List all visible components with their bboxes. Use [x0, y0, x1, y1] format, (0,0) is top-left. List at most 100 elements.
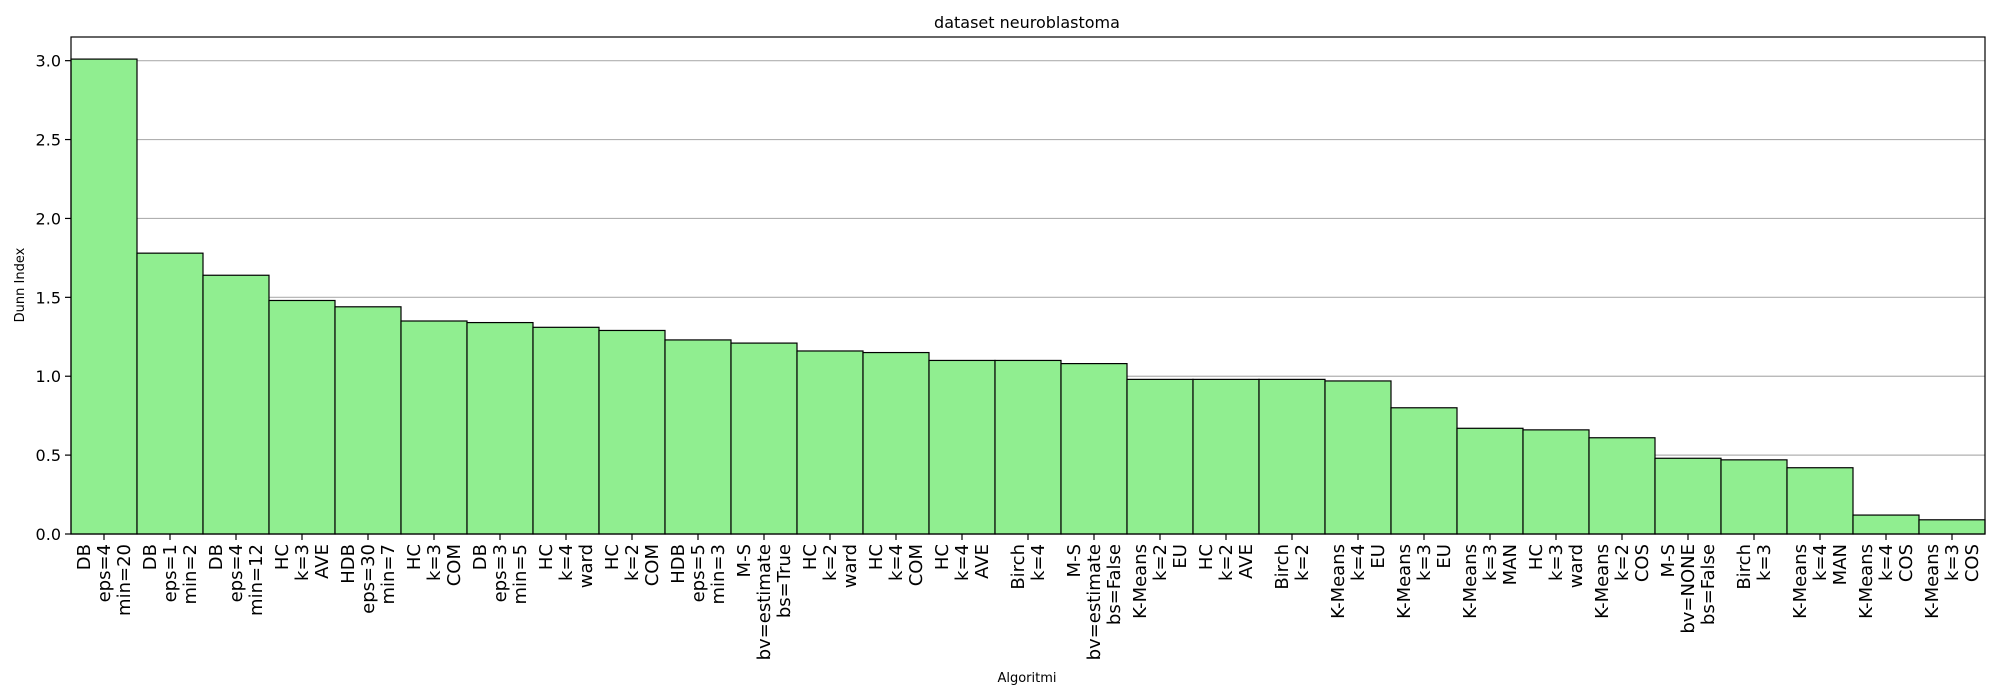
x-tick-label: COM — [906, 544, 927, 586]
bar — [1852, 514, 1920, 535]
bar — [202, 274, 270, 535]
y-tick-label: 0.0 — [36, 525, 61, 544]
x-tick-label: K-Means — [1592, 544, 1613, 619]
x-tick-label: K-Means — [1790, 544, 1811, 619]
bar — [1522, 429, 1590, 535]
y-tick-label: 2.0 — [36, 209, 61, 228]
x-tick-label: EU — [1434, 544, 1455, 569]
x-tick-label: k=3 — [1942, 544, 1963, 581]
x-tick-label: M-S — [1064, 544, 1085, 577]
x-tick-label: k=4 — [952, 544, 973, 581]
x-tick-label: M-S — [734, 544, 755, 577]
bar — [268, 299, 336, 535]
x-tick-label: k=4 — [1348, 544, 1369, 581]
bar — [136, 252, 204, 535]
x-tick-label: COS — [1962, 544, 1983, 582]
bar — [1324, 380, 1392, 535]
bar — [1060, 363, 1128, 535]
x-axis-label: Algoritmi — [997, 671, 1056, 686]
x-tick-label: bs=False — [1698, 544, 1719, 625]
x-tick-label: COS — [1632, 544, 1653, 582]
x-tick-label: k=3 — [1480, 544, 1501, 581]
bar — [334, 306, 402, 535]
x-tick-label: bv=estimate — [754, 544, 775, 660]
bar — [1456, 427, 1524, 535]
x-tick-label: k=2 — [622, 544, 643, 581]
x-tick-label: HC — [602, 544, 623, 570]
x-tick-label: AVE — [972, 544, 993, 579]
x-tick-label: M-S — [1658, 544, 1679, 577]
bar — [1126, 378, 1194, 535]
x-tick-label: eps=1 — [160, 544, 181, 602]
x-tick-label: k=3 — [1414, 544, 1435, 581]
x-tick-label: k=2 — [1612, 544, 1633, 581]
y-tick-label: 1.5 — [36, 288, 61, 307]
x-tick-label: k=2 — [820, 544, 841, 581]
bar — [664, 339, 732, 535]
bar — [466, 321, 534, 535]
bar — [862, 351, 930, 535]
x-tick-label: EU — [1368, 544, 1389, 569]
y-tick-label: 3.0 — [36, 52, 61, 71]
x-tick-label: EU — [1170, 544, 1191, 569]
x-tick-label: k=2 — [1292, 544, 1313, 581]
x-tick-label: MAN — [1500, 544, 1521, 585]
x-tick-label: COS — [1896, 544, 1917, 582]
x-tick-label: HDB — [338, 544, 359, 584]
bar — [70, 58, 138, 535]
x-tick-label: k=2 — [1150, 544, 1171, 581]
x-tick-label: k=4 — [1876, 544, 1897, 581]
x-tick-label: HC — [536, 544, 557, 570]
x-tick-label: bs=False — [1104, 544, 1125, 625]
x-tick-label: HC — [1196, 544, 1217, 570]
x-tick-label: k=4 — [1810, 544, 1831, 581]
y-tick-label: 2.5 — [36, 131, 61, 150]
x-tick-label: min=20 — [114, 544, 135, 616]
x-tick-label: K-Means — [1922, 544, 1943, 619]
x-tick-label: k=3 — [1754, 544, 1775, 581]
x-tick-label: min=12 — [246, 544, 267, 616]
x-tick-label: HC — [1526, 544, 1547, 570]
bar — [1654, 457, 1722, 535]
bar — [598, 329, 666, 535]
x-tick-label: Birch — [1272, 544, 1293, 590]
y-axis-label: Dunn Index — [13, 247, 28, 322]
x-tick-label: AVE — [1236, 544, 1257, 579]
y-tick-label: 1.0 — [36, 367, 61, 386]
x-tick-label: HC — [800, 544, 821, 570]
x-tick-label: k=3 — [1546, 544, 1567, 581]
x-tick-label: k=3 — [292, 544, 313, 581]
x-tick-label: min=2 — [180, 544, 201, 604]
x-tick-label: DB — [140, 544, 161, 570]
y-axis: 0.0 0.5 1.0 1.5 2.0 2.5 3.0 — [36, 52, 71, 544]
x-tick-label: eps=4 — [226, 544, 247, 602]
x-tick-label: MAN — [1830, 544, 1851, 585]
x-tick-label: eps=4 — [94, 544, 115, 602]
x-tick-label: min=7 — [378, 544, 399, 604]
x-tick-label: bv=NONE — [1678, 544, 1699, 634]
bars — [70, 58, 1986, 535]
x-tick-label: HC — [272, 544, 293, 570]
x-tick-label: min=5 — [510, 544, 531, 604]
bar — [730, 342, 798, 535]
x-tick-label: HC — [404, 544, 425, 570]
bar — [1258, 378, 1326, 535]
bar — [1192, 378, 1260, 535]
bar — [1588, 437, 1656, 535]
x-tick-label: K-Means — [1856, 544, 1877, 619]
x-tick-label: AVE — [312, 544, 333, 579]
x-tick-label: ward — [576, 544, 597, 588]
bar — [994, 359, 1062, 535]
x-tick-label: k=3 — [424, 544, 445, 581]
x-tick-label: DB — [74, 544, 95, 570]
x-tick-label: Birch — [1008, 544, 1029, 590]
x-tick-label: K-Means — [1328, 544, 1349, 619]
bar — [1918, 519, 1986, 535]
x-tick-label: ward — [840, 544, 861, 588]
x-tick-label: HC — [932, 544, 953, 570]
x-tick-label: k=4 — [556, 544, 577, 581]
bar — [796, 350, 864, 535]
x-tick-label: K-Means — [1460, 544, 1481, 619]
x-tick-label: k=4 — [886, 544, 907, 581]
